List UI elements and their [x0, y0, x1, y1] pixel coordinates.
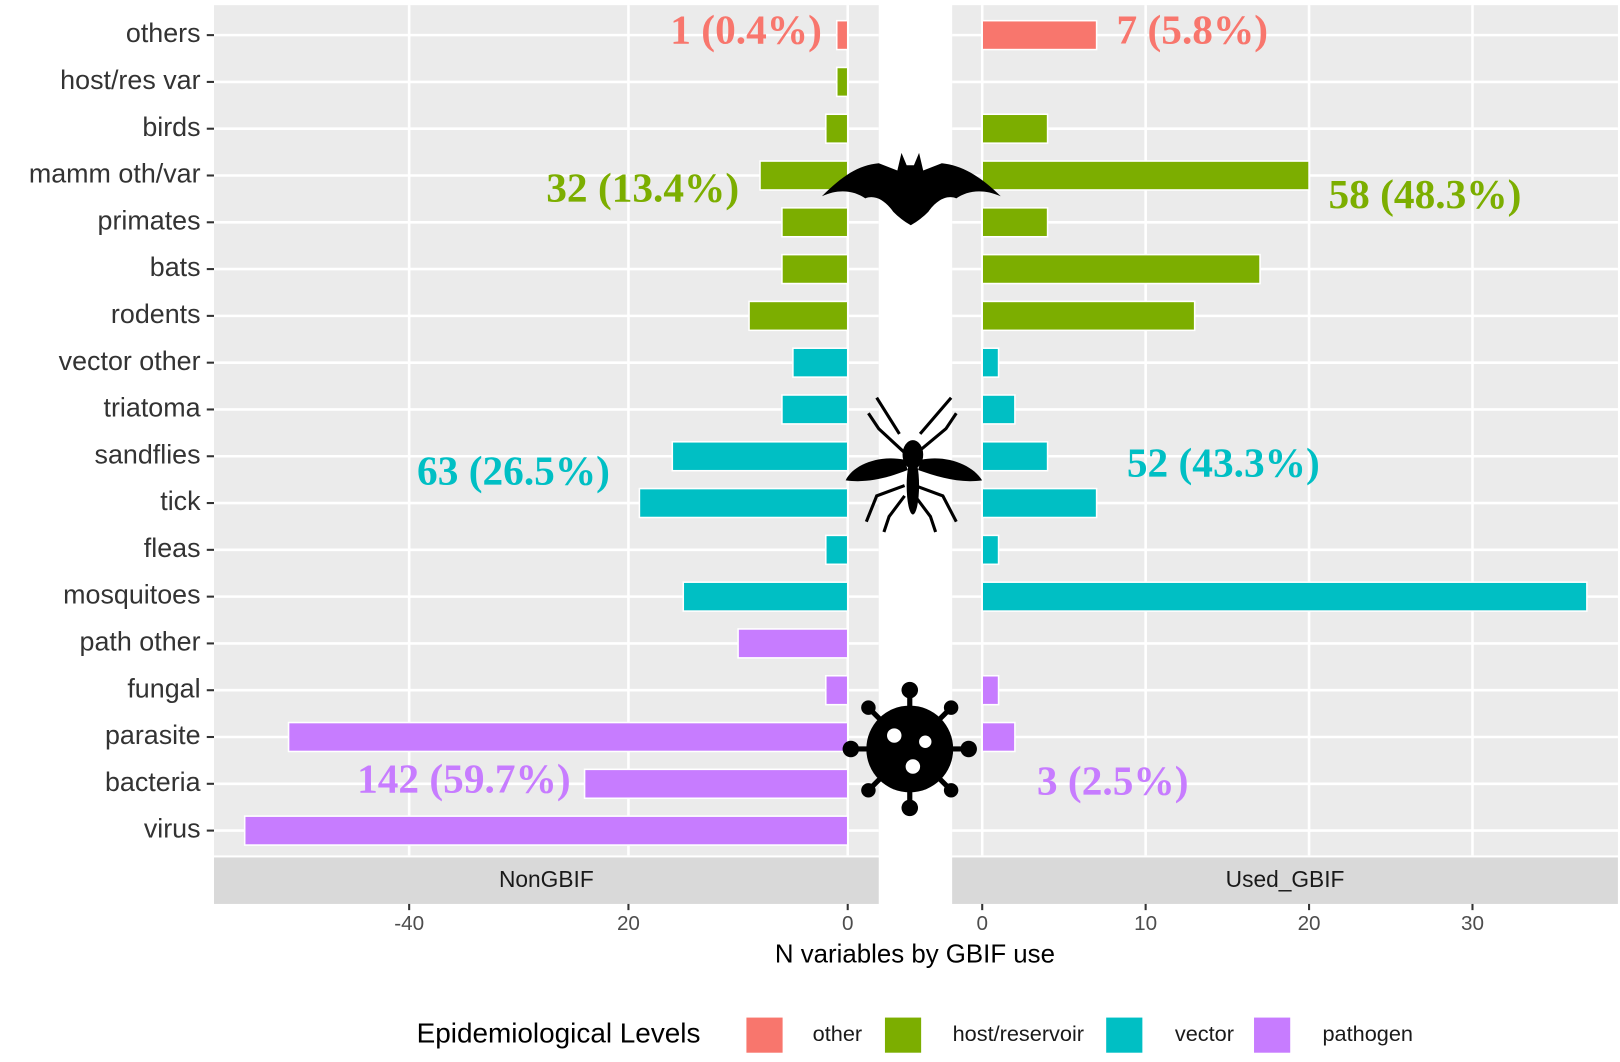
virus-icon	[842, 681, 977, 817]
bar	[981, 441, 1049, 472]
strip-label: Used_GBIF	[1226, 866, 1345, 892]
annotation: 58 (48.3%)	[1328, 171, 1521, 218]
bar	[981, 347, 1000, 378]
y-tick-label: host/res var	[60, 65, 200, 95]
legend-label: pathogen	[1322, 1021, 1413, 1046]
legend-key	[746, 1017, 783, 1053]
y-tick-label: mosquitoes	[63, 580, 200, 610]
bar	[825, 674, 849, 706]
bar	[981, 394, 1016, 425]
panel-background	[952, 5, 1618, 856]
x-axis-title: N variables by GBIF use	[775, 940, 1055, 968]
legend-key	[884, 1017, 922, 1053]
mosquito-icon	[845, 396, 983, 533]
x-tick-label: 0	[842, 912, 854, 935]
x-tick-label: 30	[1461, 912, 1484, 935]
bar	[981, 581, 1588, 612]
y-tick-label: fleas	[144, 533, 201, 563]
y-tick-label: virus	[144, 814, 201, 844]
marks: 1 (0.4%) 32 (13.4%) 63 (26.5%) 142 (59.7%) 7…	[243, 7, 1588, 846]
annotation: 7 (5.8%)	[1117, 7, 1269, 54]
bar	[243, 815, 849, 846]
annotation: 52 (43.3%)	[1127, 439, 1320, 486]
bar	[825, 534, 849, 566]
bar	[981, 721, 1016, 753]
x-tick-label: 20	[1298, 912, 1321, 935]
y-tick-label: rodents	[111, 299, 201, 329]
bar	[737, 628, 849, 659]
bar	[583, 768, 849, 800]
strip	[214, 857, 879, 904]
y-tick-label: mamm oth/var	[29, 159, 201, 189]
legend-label: vector	[1175, 1021, 1234, 1046]
y-tick-label: primates	[98, 205, 201, 235]
panel-background	[214, 5, 879, 856]
strip	[952, 857, 1618, 904]
y-tick-label: tick	[160, 486, 201, 516]
bar	[781, 207, 849, 238]
bat-icon	[821, 152, 1001, 226]
x-tick-label: 0	[976, 912, 988, 935]
panels: others host/res var birds mamm oth/var prima…	[29, 5, 1618, 1053]
bar	[781, 253, 849, 285]
legend-label: other	[813, 1021, 862, 1046]
bar	[825, 113, 849, 144]
bar	[792, 347, 849, 378]
annotation: 142 (59.7%)	[357, 756, 571, 803]
y-tick-label: birds	[142, 112, 200, 142]
strip-label: NonGBIF	[499, 866, 594, 892]
icons	[821, 152, 1001, 817]
bar	[981, 113, 1049, 144]
bar	[682, 581, 849, 612]
bar	[759, 160, 849, 191]
y-tick-label: others	[126, 18, 201, 48]
y-tick-label: fungal	[127, 673, 200, 703]
x-tick-label: 20	[617, 912, 640, 935]
legend-key	[1254, 1017, 1291, 1053]
annotation: 1 (0.4%)	[670, 7, 822, 54]
x-tick-label: -40	[394, 912, 424, 935]
bar	[287, 721, 849, 753]
annotation: 32 (13.4%)	[546, 165, 739, 212]
bar	[671, 441, 849, 472]
y-tick-label: sandflies	[95, 439, 201, 469]
y-tick-label: bats	[150, 252, 201, 282]
bar	[981, 19, 1098, 51]
bar	[835, 19, 849, 51]
bar	[835, 66, 849, 98]
y-tick-label: path other	[80, 627, 201, 657]
y-tick-label: bacteria	[105, 767, 201, 797]
legend-title: Epidemiological Levels	[417, 1018, 701, 1049]
bar	[981, 253, 1261, 285]
legend-label: host/reservoir	[953, 1021, 1084, 1046]
bar	[981, 300, 1196, 332]
y-tick-label: triatoma	[103, 393, 200, 423]
bar	[981, 207, 1049, 238]
annotation: 3 (2.5%)	[1037, 758, 1189, 805]
bar	[981, 534, 1000, 566]
bar	[981, 160, 1310, 191]
bar	[781, 394, 849, 425]
y-tick-label: vector other	[59, 346, 201, 376]
annotation: 63 (26.5%)	[417, 448, 610, 495]
y-tick-label: parasite	[105, 720, 201, 750]
bar	[981, 487, 1098, 519]
legend-key	[1106, 1017, 1143, 1053]
bar	[981, 674, 1000, 706]
bar	[638, 487, 849, 519]
bar	[748, 300, 849, 332]
x-tick-label: 10	[1134, 912, 1157, 935]
